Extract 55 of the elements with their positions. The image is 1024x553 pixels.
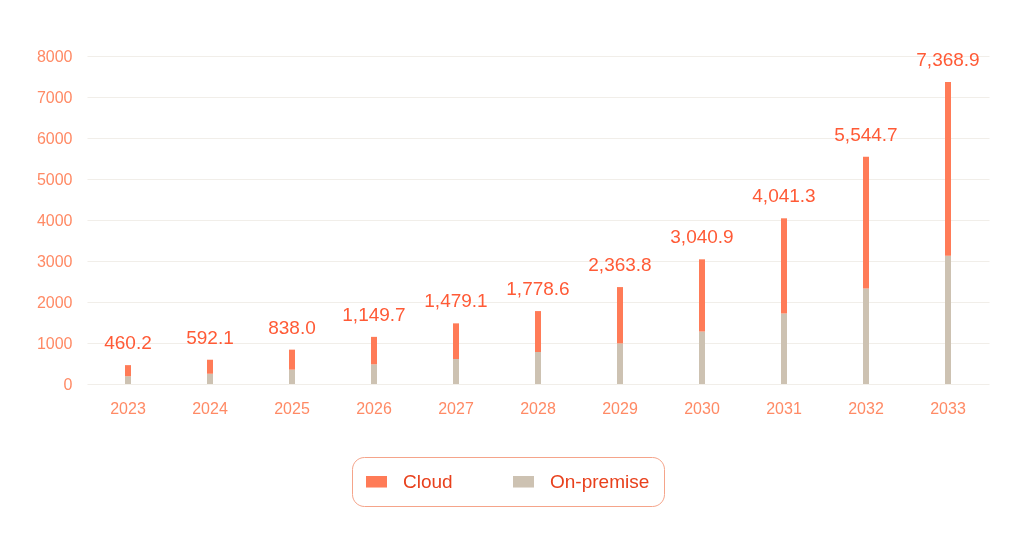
bar xyxy=(535,311,541,353)
total-label: 1,479.1 xyxy=(424,290,488,312)
y-tick-label: 0 xyxy=(63,375,73,393)
y-tick-label: 2000 xyxy=(36,293,73,311)
x-tick-label: 2032 xyxy=(848,399,884,417)
y-tick-label: 4000 xyxy=(36,211,73,229)
bar xyxy=(699,331,705,384)
bar xyxy=(453,358,459,384)
bar xyxy=(617,287,623,344)
bar xyxy=(289,349,295,370)
total-label: 3,040.9 xyxy=(670,226,734,248)
bar xyxy=(207,359,213,374)
bar xyxy=(453,323,459,359)
x-tick-label: 2030 xyxy=(684,399,720,417)
bar xyxy=(781,313,787,384)
bar xyxy=(781,218,787,314)
total-label: 460.2 xyxy=(104,332,152,354)
total-label: 7,368.9 xyxy=(916,48,980,70)
y-tick-label: 8000 xyxy=(36,47,73,65)
x-tick-label: 2023 xyxy=(110,399,146,417)
bar xyxy=(289,369,295,384)
x-tick-label: 2026 xyxy=(356,399,392,417)
y-tick-label: 5000 xyxy=(36,170,73,188)
x-tick-label: 2024 xyxy=(192,399,228,417)
x-tick-label: 2029 xyxy=(602,399,638,417)
x-tick-label: 2028 xyxy=(520,399,556,417)
bar xyxy=(863,288,869,384)
x-tick-label: 2025 xyxy=(274,399,310,417)
bar xyxy=(207,373,213,384)
bar xyxy=(863,156,869,289)
bar xyxy=(945,81,951,256)
bar xyxy=(371,364,377,384)
bar xyxy=(617,343,623,384)
y-tick-label: 7000 xyxy=(36,88,73,106)
bar xyxy=(699,259,705,332)
total-label: 1,778.6 xyxy=(506,278,570,300)
legend-label: On-premise xyxy=(550,470,650,492)
y-tick-label: 6000 xyxy=(36,129,73,147)
x-tick-label: 2031 xyxy=(766,399,802,417)
bar xyxy=(371,336,377,365)
total-label: 5,544.7 xyxy=(834,123,898,145)
total-label: 4,041.3 xyxy=(752,185,816,207)
y-tick-label: 3000 xyxy=(36,252,73,270)
x-tick-label: 2027 xyxy=(438,399,474,417)
legend-label: Cloud xyxy=(403,470,453,492)
total-label: 592.1 xyxy=(186,326,234,348)
total-label: 838.0 xyxy=(268,316,316,338)
y-tick-label: 1000 xyxy=(36,334,73,352)
bar xyxy=(945,255,951,384)
total-label: 1,149.7 xyxy=(342,303,406,325)
x-tick-label: 2033 xyxy=(930,399,966,417)
total-label: 2,363.8 xyxy=(588,254,652,276)
bar xyxy=(125,376,131,384)
bar xyxy=(125,365,131,377)
bar xyxy=(535,352,541,384)
